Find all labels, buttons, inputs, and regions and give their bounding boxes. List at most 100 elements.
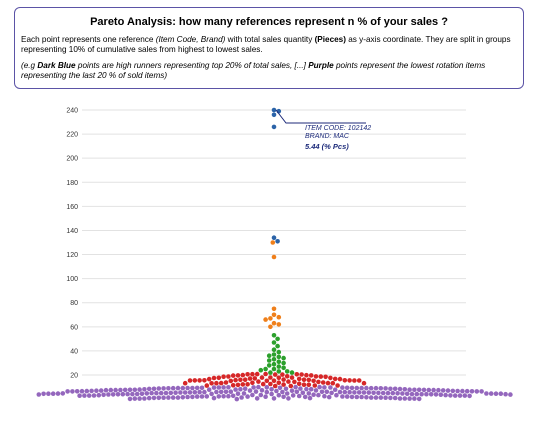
data-point-purple[interactable]	[388, 386, 393, 392]
data-point-purple[interactable]	[269, 386, 274, 392]
data-point-purple[interactable]	[307, 395, 313, 401]
data-point-purple[interactable]	[122, 387, 128, 393]
data-point-purple[interactable]	[419, 391, 424, 397]
data-point-purple[interactable]	[55, 391, 61, 396]
data-point-green[interactable]	[276, 354, 282, 360]
data-point-purple[interactable]	[204, 394, 210, 399]
data-point-purple[interactable]	[168, 390, 174, 396]
data-point-purple[interactable]	[137, 396, 142, 401]
data-point-red[interactable]	[335, 383, 340, 388]
data-point-red[interactable]	[292, 379, 297, 385]
data-point-purple[interactable]	[218, 389, 224, 395]
data-point-green[interactable]	[266, 358, 272, 363]
data-point-purple[interactable]	[154, 390, 159, 396]
data-point-purple[interactable]	[226, 385, 231, 390]
data-point-purple[interactable]	[223, 389, 229, 395]
data-point-red[interactable]	[182, 380, 188, 386]
data-point-purple[interactable]	[368, 385, 374, 391]
data-point-purple[interactable]	[385, 390, 391, 396]
data-point-purple[interactable]	[334, 392, 339, 398]
data-point-purple[interactable]	[226, 393, 231, 399]
data-point-purple[interactable]	[194, 394, 200, 399]
data-point-red[interactable]	[242, 377, 248, 383]
data-point-red[interactable]	[286, 379, 291, 384]
data-point-purple[interactable]	[294, 389, 300, 395]
data-point-purple[interactable]	[166, 386, 171, 391]
data-point-purple[interactable]	[412, 387, 417, 393]
data-point-purple[interactable]	[298, 386, 303, 391]
data-point-dark-blue[interactable]	[271, 235, 277, 240]
data-point-purple[interactable]	[173, 390, 178, 396]
data-point-purple[interactable]	[371, 390, 376, 396]
data-point-purple[interactable]	[431, 387, 436, 393]
data-point-purple[interactable]	[289, 388, 295, 394]
data-point-purple[interactable]	[313, 388, 319, 393]
data-point-red[interactable]	[245, 382, 250, 387]
data-point-green[interactable]	[271, 366, 277, 372]
data-point-orange[interactable]	[271, 320, 277, 326]
data-point-purple[interactable]	[378, 395, 384, 400]
data-point-red[interactable]	[337, 376, 343, 382]
data-point-purple[interactable]	[241, 391, 247, 396]
data-point-purple[interactable]	[395, 391, 400, 396]
data-point-purple[interactable]	[306, 391, 312, 396]
data-point-red[interactable]	[268, 381, 273, 387]
data-point-orange[interactable]	[271, 254, 277, 260]
data-point-purple[interactable]	[264, 389, 270, 395]
data-point-red[interactable]	[230, 383, 236, 388]
data-point-green[interactable]	[276, 369, 282, 374]
data-point-purple[interactable]	[89, 388, 94, 394]
data-point-purple[interactable]	[366, 390, 372, 395]
data-point-red[interactable]	[245, 372, 250, 377]
data-point-dark-blue[interactable]	[271, 107, 277, 113]
data-point-orange[interactable]	[276, 322, 282, 327]
data-point-purple[interactable]	[118, 387, 123, 393]
data-point-purple[interactable]	[281, 394, 286, 400]
data-point-red[interactable]	[202, 378, 207, 383]
data-point-purple[interactable]	[467, 393, 472, 399]
data-point-purple[interactable]	[364, 385, 369, 391]
data-point-purple[interactable]	[274, 388, 279, 394]
data-point-purple[interactable]	[328, 385, 333, 390]
data-point-red[interactable]	[347, 378, 352, 383]
data-point-purple[interactable]	[156, 395, 162, 401]
data-point-red[interactable]	[206, 376, 212, 382]
data-point-purple[interactable]	[352, 390, 357, 395]
data-point-green[interactable]	[271, 357, 277, 362]
data-point-purple[interactable]	[263, 394, 268, 400]
data-point-purple[interactable]	[79, 388, 85, 394]
data-point-purple[interactable]	[178, 390, 183, 395]
data-point-purple[interactable]	[50, 391, 56, 397]
data-point-purple[interactable]	[383, 395, 388, 401]
data-point-green[interactable]	[258, 367, 264, 373]
data-point-purple[interactable]	[457, 393, 463, 398]
data-point-purple[interactable]	[364, 395, 369, 400]
data-point-red[interactable]	[272, 372, 278, 377]
data-point-purple[interactable]	[368, 395, 374, 400]
data-point-red[interactable]	[209, 381, 214, 386]
data-point-purple[interactable]	[488, 391, 494, 396]
data-point-red[interactable]	[308, 373, 314, 378]
data-point-purple[interactable]	[302, 394, 308, 400]
data-point-orange[interactable]	[271, 312, 277, 318]
data-point-purple[interactable]	[170, 395, 176, 400]
data-point-purple[interactable]	[139, 391, 145, 397]
data-point-purple[interactable]	[151, 386, 157, 392]
data-point-purple[interactable]	[380, 390, 386, 396]
data-point-purple[interactable]	[190, 394, 195, 400]
data-point-purple[interactable]	[253, 389, 259, 394]
data-point-purple[interactable]	[448, 393, 453, 398]
data-point-green[interactable]	[271, 333, 277, 338]
data-point-purple[interactable]	[452, 393, 458, 398]
data-point-purple[interactable]	[84, 388, 90, 394]
data-point-purple[interactable]	[101, 392, 106, 398]
data-point-purple[interactable]	[245, 394, 250, 399]
data-point-purple[interactable]	[469, 389, 475, 394]
data-point-red[interactable]	[254, 371, 260, 377]
data-point-red[interactable]	[256, 379, 261, 384]
data-point-red[interactable]	[264, 378, 270, 384]
data-point-purple[interactable]	[192, 390, 198, 395]
data-point-red[interactable]	[328, 375, 333, 381]
data-point-purple[interactable]	[342, 389, 348, 395]
data-point-purple[interactable]	[322, 385, 327, 390]
